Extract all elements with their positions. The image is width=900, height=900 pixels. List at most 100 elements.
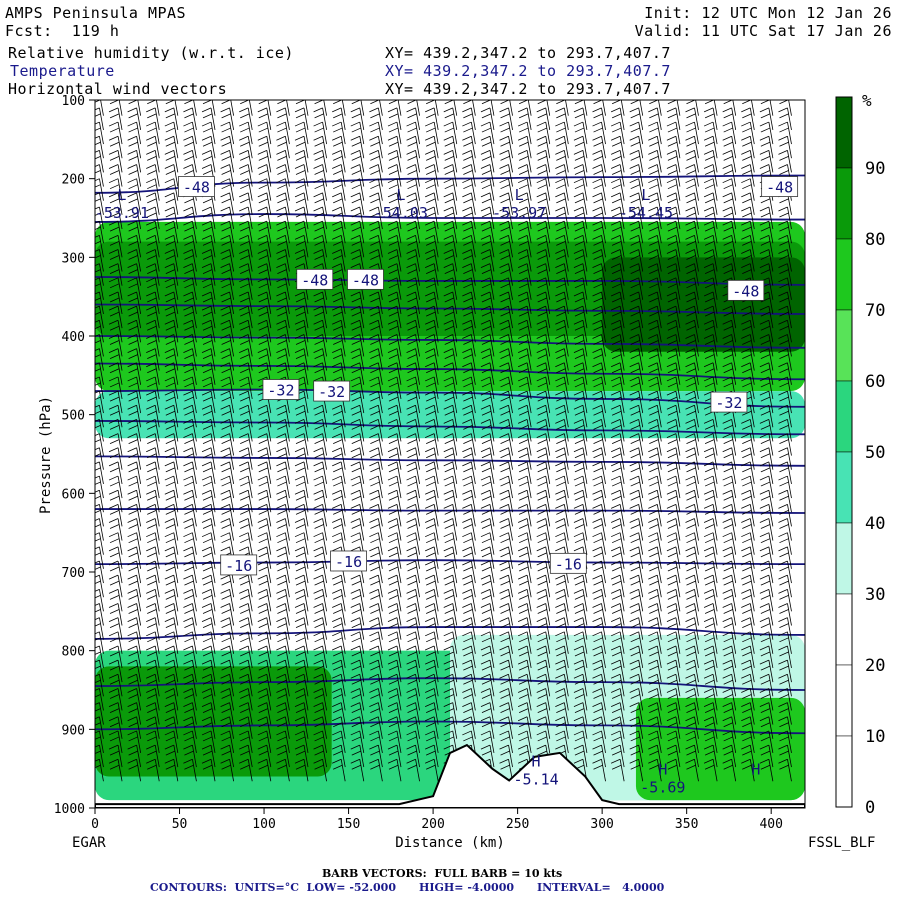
wind-barb-flag xyxy=(666,206,677,212)
wind-barb-flag xyxy=(313,688,323,693)
wind-barb-flag xyxy=(295,396,306,402)
wind-barb-flag xyxy=(165,113,175,119)
wind-barb-flag xyxy=(221,94,230,98)
wind-barb-flag xyxy=(426,283,436,289)
wind-barb xyxy=(526,192,532,215)
wind-barb xyxy=(173,702,179,725)
wind-barb-flag xyxy=(128,453,138,459)
wind-barb-flag xyxy=(610,277,621,283)
wind-barb-flag xyxy=(147,609,157,614)
wind-barb-flag xyxy=(314,170,324,175)
wind-barb-flag xyxy=(313,291,323,297)
wind-barb-flag xyxy=(257,433,267,438)
wind-barb-flag xyxy=(333,240,343,246)
wind-barb xyxy=(563,702,569,725)
wind-barb xyxy=(173,376,179,400)
wind-barb-flag xyxy=(593,396,603,402)
wind-barb-flag xyxy=(257,404,267,410)
wind-barb-flag xyxy=(481,382,492,388)
wind-barb-flag xyxy=(257,206,267,212)
wind-barb xyxy=(377,475,383,499)
wind-barb xyxy=(694,433,699,456)
wind-barb-flag xyxy=(425,659,435,665)
wind-barb xyxy=(285,235,290,258)
wind-barb-flag xyxy=(183,291,193,297)
wind-barb xyxy=(322,405,327,428)
wind-barb xyxy=(136,716,142,739)
wind-barb xyxy=(247,645,253,669)
wind-barb-flag xyxy=(481,127,492,133)
wind-barb xyxy=(322,745,327,768)
wind-barb xyxy=(377,419,383,442)
wind-barb-flag xyxy=(517,603,528,608)
wind-barb-flag xyxy=(202,566,213,572)
wind-barb-flag xyxy=(629,730,639,736)
wind-barb-flag xyxy=(425,348,435,353)
wind-barb xyxy=(675,150,681,173)
wind-barb xyxy=(229,730,235,754)
wind-barb-flag xyxy=(240,764,250,770)
wind-barb-flag xyxy=(425,291,435,297)
wind-barb-flag xyxy=(536,192,546,198)
wind-barb-flag xyxy=(556,255,566,260)
wind-barb-flag xyxy=(573,220,584,226)
wind-barb-flag xyxy=(556,609,566,614)
wind-barb xyxy=(377,702,383,725)
wind-barb xyxy=(656,660,662,683)
wind-barb-flag xyxy=(146,121,156,127)
wind-barb-flag xyxy=(95,702,100,706)
wind-barb-flag xyxy=(536,376,546,382)
wind-barb-flag xyxy=(201,645,212,651)
wind-barb xyxy=(545,631,551,654)
wind-barb-flag xyxy=(593,623,603,629)
wind-barb-flag xyxy=(165,325,175,331)
wind-barb xyxy=(526,306,532,329)
wind-barb-flag xyxy=(555,574,565,580)
wind-barb-flag xyxy=(444,637,454,643)
wind-barb-flag xyxy=(481,354,492,359)
wind-barb-flag xyxy=(517,659,528,665)
wind-barb-flag xyxy=(555,305,565,311)
wind-barb-flag xyxy=(723,255,733,260)
wind-barb xyxy=(675,730,681,754)
wind-barb xyxy=(210,560,216,584)
wind-barb-flag xyxy=(332,631,342,637)
wind-barb xyxy=(99,391,104,414)
wind-barb-flag xyxy=(499,489,509,495)
wind-barb-flag xyxy=(406,574,416,580)
wind-barb xyxy=(340,405,346,428)
wind-barb-flag xyxy=(407,198,417,204)
wind-barb-flag xyxy=(387,107,398,113)
wind-barb-flag xyxy=(127,178,137,184)
wind-barb xyxy=(452,178,458,201)
wind-barb-flag xyxy=(425,758,435,764)
wind-barb xyxy=(340,348,346,371)
wind-barb-flag xyxy=(593,467,603,473)
wind-barb-flag xyxy=(610,603,621,608)
wind-barb xyxy=(359,461,365,484)
wind-barb xyxy=(322,688,327,711)
wind-barb-flag xyxy=(109,410,120,416)
wind-barb-flag xyxy=(630,580,640,586)
wind-barb xyxy=(99,702,104,725)
wind-barb-flag xyxy=(499,730,509,736)
wind-barb xyxy=(508,716,513,739)
wind-barb-flag xyxy=(481,538,492,544)
wind-barb-flag xyxy=(333,127,343,133)
wind-barb-flag xyxy=(463,283,473,289)
wind-barb-flag xyxy=(685,631,695,637)
wind-barb xyxy=(359,518,365,541)
wind-barb-flag xyxy=(201,291,212,297)
wind-barb xyxy=(601,121,606,145)
wind-barb xyxy=(489,348,495,371)
wind-barb-flag xyxy=(481,510,492,515)
wind-barb-flag xyxy=(128,736,138,742)
wind-barb-flag xyxy=(462,362,472,368)
wind-barb-flag xyxy=(573,362,584,368)
wind-barb xyxy=(173,603,179,626)
wind-barb-flag xyxy=(164,277,174,283)
temperature-contour xyxy=(95,626,805,640)
wind-barb xyxy=(229,490,235,513)
wind-barb-flag xyxy=(481,481,492,487)
wind-barb-flag xyxy=(481,580,492,586)
